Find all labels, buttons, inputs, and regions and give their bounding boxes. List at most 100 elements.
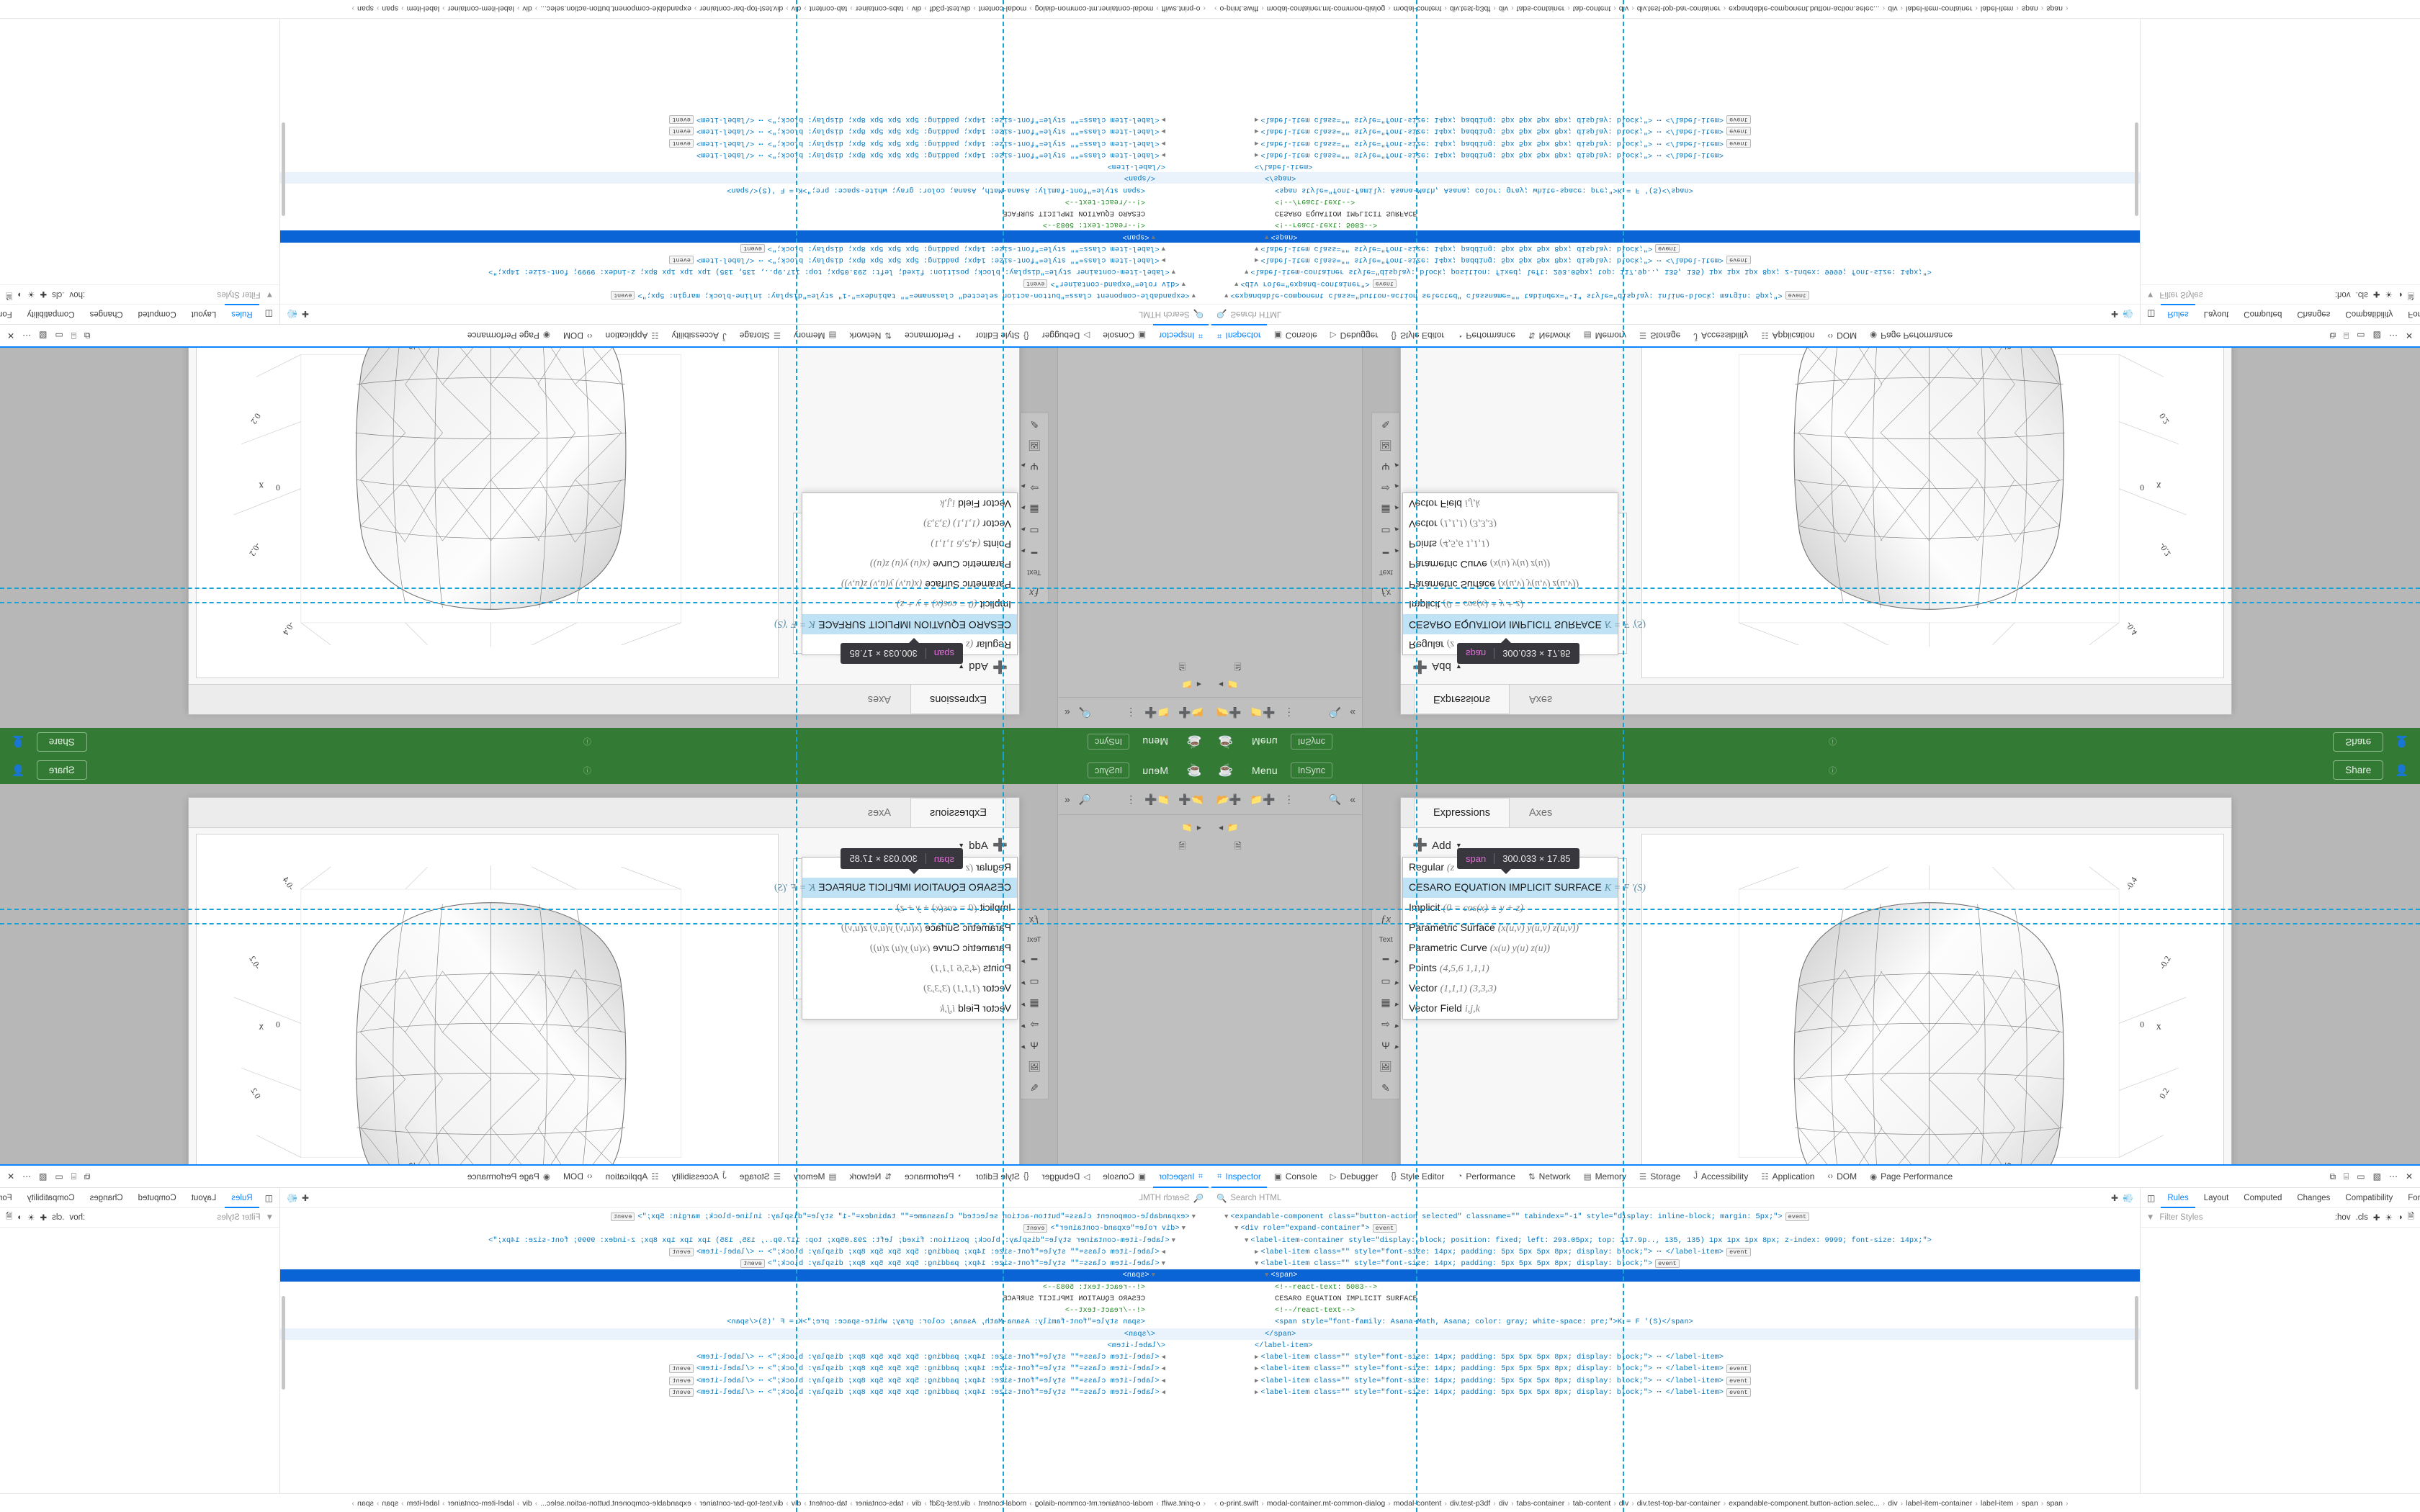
menu-item-vector-field[interactable]: Vector Field i,j,k bbox=[802, 493, 1017, 513]
devtools-tab-memory[interactable]: ▤ Memory bbox=[788, 1166, 842, 1188]
breadcrumb-item[interactable]: div bbox=[1498, 4, 1509, 14]
dom-line[interactable]: ▶<label-item class="" style="font-size: … bbox=[1210, 125, 2140, 137]
text-tool-label[interactable]: Text bbox=[1379, 935, 1393, 944]
dom-line[interactable]: <!--react-text: 5083--> bbox=[1210, 1282, 2140, 1293]
tab-expressions[interactable]: Expressions bbox=[910, 685, 1006, 714]
breadcrumb-item[interactable]: modal-container.mt-common-dialog bbox=[1266, 1498, 1386, 1508]
breadcrumb-item[interactable]: tab-content bbox=[809, 1498, 848, 1508]
breadcrumb-item[interactable]: o-print.swift bbox=[1161, 1498, 1201, 1508]
event-badge[interactable]: event bbox=[1785, 291, 1810, 300]
line-tool-icon[interactable]: ━ ▶ bbox=[1021, 547, 1038, 559]
event-badge[interactable]: event bbox=[1372, 1224, 1397, 1233]
dom-tree[interactable]: ▼<expandable-component class="button-act… bbox=[1210, 114, 2140, 304]
dom-tree[interactable]: ▼<expandable-component class="button-act… bbox=[280, 1208, 1210, 1398]
dom-line[interactable]: ▼<label-item class="" style="font-size: … bbox=[280, 243, 1210, 254]
dom-line[interactable]: <!--/react-text--> bbox=[280, 1305, 1210, 1316]
dom-line[interactable]: ▶<label-item class="" style="font-size: … bbox=[280, 137, 1210, 148]
dom-line[interactable]: ▶<label-item class="" style="font-size: … bbox=[280, 1375, 1210, 1387]
event-badge[interactable]: event bbox=[1655, 1259, 1680, 1269]
breadcrumb-item[interactable]: tab-content bbox=[809, 4, 848, 14]
devtools-tab-application[interactable]: ☷ Application bbox=[600, 325, 665, 347]
axes-tool-icon[interactable]: Ψ ▶ bbox=[1021, 461, 1039, 472]
dom-tree[interactable]: ▼<expandable-component class="button-act… bbox=[1210, 1208, 2140, 1398]
devtools-tab-style-editor[interactable]: {} Style Editor bbox=[970, 1166, 1035, 1188]
tree-item-document[interactable]: 🗎 bbox=[1067, 840, 1186, 855]
image-tool-icon[interactable]: 🖼 bbox=[1028, 440, 1041, 451]
search-html-input[interactable]: 🔍 Search HTML bbox=[313, 1193, 1204, 1203]
dom-line[interactable]: </span> bbox=[1210, 1328, 2140, 1340]
share-button[interactable]: Share bbox=[2333, 760, 2384, 780]
devtools-tab-dom[interactable]: ‹› DOM bbox=[557, 1166, 599, 1188]
twisty-closed-icon[interactable]: ▶ bbox=[1161, 256, 1165, 264]
search-icon[interactable]: 🔍 bbox=[1078, 793, 1092, 805]
plus-icon[interactable]: ✚ bbox=[2372, 289, 2380, 298]
share-button[interactable]: Share bbox=[2333, 732, 2384, 752]
breadcrumb-item[interactable]: div bbox=[522, 1498, 532, 1508]
twisty-closed-icon[interactable]: ▶ bbox=[1161, 1388, 1165, 1396]
tab-expressions[interactable]: Expressions bbox=[1414, 798, 1510, 827]
sun-icon[interactable]: ☀ bbox=[2385, 1214, 2393, 1223]
hov-toggle[interactable]: :hov bbox=[2334, 290, 2351, 299]
devtools-tab-dom[interactable]: ‹› DOM bbox=[1821, 1166, 1863, 1188]
dock-side-icon[interactable]: ▧ bbox=[2372, 1171, 2381, 1182]
menu-item-points[interactable]: Points (4,5,6 1,1,1) bbox=[1403, 534, 1618, 554]
axes-tool-icon[interactable]: Ψ ▶ bbox=[1021, 1040, 1039, 1051]
dom-line[interactable]: ▼<label-item class="" style="font-size: … bbox=[1210, 1258, 2140, 1269]
event-badge[interactable]: event bbox=[669, 256, 694, 265]
event-badge[interactable]: event bbox=[1023, 279, 1048, 288]
dom-breadcrumb[interactable]: ‹ o-print.swift › modal-container.mt-common… bbox=[0, 1493, 1210, 1512]
dom-line[interactable]: ▼<label-item class="" style="font-size: … bbox=[280, 1258, 1210, 1269]
text-tool-label[interactable]: Text bbox=[1027, 935, 1041, 944]
breadcrumb-item[interactable]: div.test-top-bar-container bbox=[699, 4, 784, 14]
breadcrumb-item[interactable]: span bbox=[382, 4, 399, 14]
close-icon[interactable]: ✕ bbox=[2405, 1171, 2413, 1182]
user-avatar-icon[interactable]: 👤 bbox=[12, 764, 25, 777]
menu-button[interactable]: Menu bbox=[1142, 736, 1168, 748]
breadcrumb-item[interactable]: label-item bbox=[1980, 1498, 2014, 1508]
breadcrumb-scroll-right[interactable]: › bbox=[351, 4, 355, 14]
more-options-icon[interactable]: ⋯ bbox=[22, 330, 32, 341]
axes-tool-icon[interactable]: Ψ ▶ bbox=[1381, 1040, 1399, 1051]
share-button[interactable]: Share bbox=[36, 732, 87, 752]
cls-toggle[interactable]: .cls bbox=[2355, 1213, 2368, 1222]
rules-tab-compatibility[interactable]: Compatibility bbox=[27, 1193, 75, 1202]
twisty-open-icon[interactable]: ▼ bbox=[1234, 1225, 1239, 1233]
responsive-design-icon[interactable]: ⧉ bbox=[84, 330, 91, 341]
breadcrumb-item[interactable]: expandable-component.button-action.selec… bbox=[540, 4, 691, 14]
event-badge[interactable]: event bbox=[669, 115, 694, 125]
dom-line[interactable]: ▼<span> bbox=[280, 1269, 1210, 1282]
dom-scrollbar[interactable] bbox=[2135, 1296, 2138, 1390]
menu-item-parametric-curve[interactable]: Parametric Curve (x(u) y(u) z(u)) bbox=[802, 554, 1017, 574]
more-vertical-icon[interactable]: ⋮ bbox=[1126, 707, 1137, 719]
dock-side-icon[interactable]: ▧ bbox=[39, 1171, 48, 1182]
dom-line[interactable]: ▶<label-item class="" style="font-size: … bbox=[1210, 1351, 2140, 1363]
breadcrumb-item[interactable]: expandable-component.button-action.selec… bbox=[540, 1498, 691, 1508]
dom-line[interactable]: ▶<label-item class="" style="font-size: … bbox=[1210, 1246, 2140, 1258]
dom-line[interactable]: ▼<expandable-component class="button-act… bbox=[1210, 1211, 2140, 1223]
dom-breadcrumb[interactable]: ‹ o-print.swift › modal-container.mt-common… bbox=[0, 0, 1210, 19]
dock-bottom-icon[interactable]: ▭ bbox=[55, 1171, 63, 1182]
breadcrumb-item[interactable]: label-item-container bbox=[447, 4, 514, 14]
dom-line[interactable]: <!--react-text: 5083--> bbox=[1210, 219, 2140, 230]
breadcrumb-item[interactable]: modal-content bbox=[978, 4, 1027, 14]
event-badge[interactable]: event bbox=[1726, 138, 1751, 148]
search-html-input[interactable]: 🔍 Search HTML bbox=[1216, 310, 2107, 320]
more-options-icon[interactable]: ⋯ bbox=[2388, 1171, 2398, 1182]
plus-icon[interactable]: ✚ bbox=[40, 289, 48, 298]
plus-icon[interactable]: ✚ bbox=[2110, 1192, 2119, 1203]
rules-tab-computed[interactable]: Computed bbox=[2244, 1193, 2282, 1202]
breadcrumb-item[interactable]: span bbox=[2021, 4, 2038, 14]
dom-line[interactable]: ▼<expandable-component class="button-act… bbox=[280, 289, 1210, 301]
devtools-tab-style-editor[interactable]: {} Style Editor bbox=[1385, 1166, 1450, 1188]
dock-side-icon[interactable]: ▧ bbox=[39, 330, 48, 341]
event-badge[interactable]: event bbox=[1726, 115, 1751, 125]
menu-item-points[interactable]: Points (4,5,6 1,1,1) bbox=[802, 958, 1017, 978]
rules-tab-rules[interactable]: Rules bbox=[225, 1188, 259, 1208]
dom-line[interactable]: ▶<label-item class="" style="font-size: … bbox=[280, 254, 1210, 266]
rules-tab-layout[interactable]: Layout bbox=[2203, 1193, 2229, 1202]
twisty-closed-icon[interactable]: ▶ bbox=[1255, 1354, 1259, 1362]
screenshot-icon[interactable]: ⌸ bbox=[71, 1171, 76, 1182]
breadcrumb-item[interactable]: modal-container.mt-common-dialog bbox=[1034, 1498, 1154, 1508]
devtools-tab-debugger[interactable]: ▷ Debugger bbox=[1036, 1166, 1096, 1188]
devtools-tab-network[interactable]: ⇅ Network bbox=[1523, 325, 1577, 347]
